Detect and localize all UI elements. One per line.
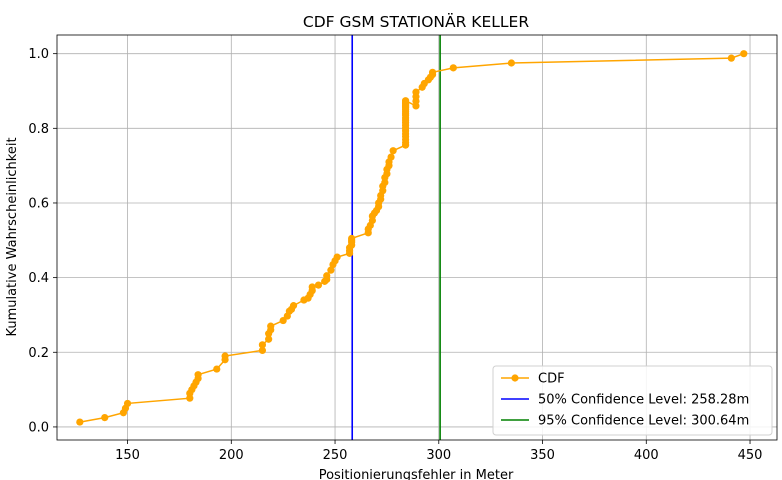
cdf-point [401, 97, 410, 105]
legend-marker [511, 374, 519, 382]
y-tick-label: 0.2 [28, 346, 49, 361]
cdf-point [221, 352, 229, 360]
cdf-point [308, 283, 316, 291]
y-tick-label: 0.0 [28, 420, 49, 435]
tick-labels: 150 200 250 300 350 400 450 0.0 0.2 0.4 0.6 0.8 1.0 [28, 47, 762, 463]
legend-label: 95% Confidence Level: 300.64m [538, 414, 749, 429]
cdf-point [333, 253, 341, 261]
x-tick-label: 200 [219, 448, 244, 463]
x-tick-label: 350 [530, 448, 555, 463]
cdf-point [507, 59, 516, 67]
cdf-point [76, 418, 84, 426]
cdf-point [348, 234, 356, 243]
cdf-point [265, 335, 273, 343]
legend-label: CDF [538, 372, 565, 387]
y-tick-label: 0.8 [28, 122, 49, 137]
cdf-point [194, 371, 202, 379]
plot-frame [56, 34, 778, 441]
cdf-point [327, 266, 335, 274]
cdf-point [727, 54, 735, 62]
y-axis-label: Kumulative Wahrscheinlichkeit [5, 137, 20, 336]
y-tick-label: 0.6 [28, 196, 49, 211]
x-tick-label: 150 [115, 448, 140, 463]
x-tick-label: 300 [426, 448, 451, 463]
cdf-point [387, 153, 395, 161]
cdf-point [449, 64, 457, 72]
y-tick-label: 1.0 [28, 47, 49, 62]
legend: CDF 50% Confidence Level: 258.28m 95% Conf… [492, 365, 773, 436]
cdf-point [258, 346, 267, 355]
cdf-point [123, 399, 132, 408]
cdf-point [258, 341, 267, 349]
cdf-point [428, 68, 437, 76]
cdf-point [101, 414, 109, 422]
x-tick-label: 400 [634, 448, 659, 463]
cdf-point [314, 281, 323, 289]
cdf-point [289, 302, 298, 310]
cdf-point [267, 322, 275, 330]
cdf-point [412, 88, 420, 96]
x-tick-label: 450 [738, 448, 763, 463]
cdf-point [213, 365, 221, 373]
cdf-series [76, 50, 748, 426]
chart-title: CDF GSM STATIONÄR KELLER [303, 12, 529, 31]
grid-layer [57, 35, 777, 440]
cdf-point [323, 272, 331, 280]
x-axis-label: Positionierungsfehler in Meter [319, 468, 514, 480]
legend-label: 50% Confidence Level: 258.28m [538, 393, 749, 408]
cdf-point [740, 50, 748, 58]
cdf-point [389, 147, 397, 155]
y-tick-label: 0.4 [28, 271, 49, 286]
axes [53, 34, 778, 444]
x-tick-label: 250 [323, 448, 348, 463]
legend-box [492, 365, 773, 436]
